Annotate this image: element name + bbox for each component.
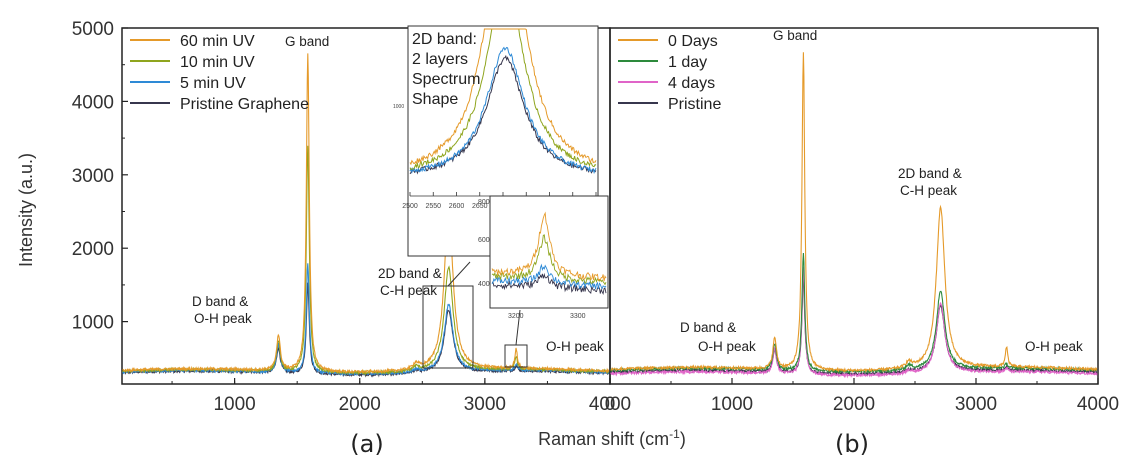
panel-b-x-ticks: 0 1000 2000 3000 4000 <box>605 378 1119 415</box>
panel-label-b: (b) <box>835 430 869 458</box>
panel-b-xtick-label: 1000 <box>711 394 753 415</box>
inset-oh-frame <box>489 195 609 309</box>
inset-2d-text-4: Shape <box>412 91 458 108</box>
panel-a-series-line <box>122 53 610 375</box>
inset-2d-text-1: 2D band: <box>412 31 477 48</box>
inset-oh-series-line <box>491 211 607 282</box>
panel-a-ytick-label: 5000 <box>72 19 114 40</box>
annotation-oh-right-a: O-H peak <box>546 339 604 354</box>
panel-a-y-ticks: 1000 2000 3000 4000 5000 <box>72 19 128 334</box>
panel-a-legend-label: 5 min UV <box>180 75 246 92</box>
panel-b-legend: 0 Days 1 day 4 days Pristine <box>618 33 721 113</box>
inset-oh-series-line <box>491 272 607 296</box>
x-axis-label: Raman shift (cm-1) <box>538 427 686 449</box>
panel-a-xtick-label: 4000 <box>589 394 631 415</box>
inset-2d-xtick-label: 2500 <box>402 203 418 210</box>
x-axis-label-main: Raman shift (cm <box>538 429 669 449</box>
inset-2d-ytick: 1000 <box>393 104 404 110</box>
inset-oh-peak: 800 600 400 3200 3300 <box>478 195 609 320</box>
inset-2d-text-3: Spectrum <box>412 71 480 88</box>
annotation-g-band-b: G band <box>773 28 817 43</box>
inset-2d-series-line <box>409 46 597 175</box>
inset-oh-ytick-400: 400 <box>478 281 490 288</box>
panel-label-a: (a) <box>350 430 383 458</box>
inset-2d-text-2: 2 layers <box>412 51 468 68</box>
inset-oh-series-line <box>491 234 607 286</box>
inset-2d-plot <box>409 28 597 175</box>
inset-2d-xtick-label: 2550 <box>425 203 441 210</box>
inset-2d-xtick-label: 2650 <box>472 203 488 210</box>
connector-2d <box>447 261 471 287</box>
panel-a-legend-label: 60 min UV <box>180 33 255 50</box>
panel-b-xtick-label: 4000 <box>1077 394 1119 415</box>
inset-2d-series-line <box>409 28 597 166</box>
panel-b-xtick-label: 0 <box>605 394 616 415</box>
annotation-g-band-a: G band <box>285 34 329 49</box>
annotation-oh-right-b: O-H peak <box>1025 339 1083 354</box>
annotation-d-band-b: D band & <box>680 320 736 335</box>
panel-b-legend-label: Pristine <box>668 96 721 113</box>
inset-2d-xtick-label: 2600 <box>449 203 465 210</box>
panel-a-ytick-label: 3000 <box>72 166 114 187</box>
inset-oh-series-line <box>491 263 607 290</box>
annotation-ch-a: C-H peak <box>380 283 437 298</box>
panel-a-ytick-label: 2000 <box>72 239 114 260</box>
panel-a-ytick-label: 4000 <box>72 92 114 113</box>
panel-a-xtick-label: 3000 <box>464 394 506 415</box>
panel-b-legend-label: 4 days <box>668 75 715 92</box>
panel-a-x-ticks: 1000 2000 3000 4000 <box>171 378 631 415</box>
panel-b-legend-label: 1 day <box>668 54 707 71</box>
panel-a-legend-label: Pristine Graphene <box>180 96 309 113</box>
inset-oh-xtick-3200: 3200 <box>508 313 524 320</box>
annotation-2d-band-a: 2D band & <box>378 266 442 281</box>
panel-b: 0 1000 2000 3000 4000 0 Days 1 day 4 days Prist… <box>605 27 1119 415</box>
inset-oh-ytick-800: 800 <box>478 199 490 206</box>
panel-b-series <box>610 52 1098 379</box>
annotation-d-band-a: D band & <box>192 294 248 309</box>
x-axis-label-sup: -1 <box>669 427 680 441</box>
x-axis-label-close: ) <box>680 429 686 449</box>
panel-b-xtick-label: 2000 <box>833 394 875 415</box>
panel-b-series-line <box>610 267 1098 379</box>
annotation-ch-b: C-H peak <box>900 183 957 198</box>
inset-oh-xtick-3300: 3300 <box>570 313 586 320</box>
connector-oh <box>515 309 521 346</box>
annotation-oh-b: O-H peak <box>698 339 756 354</box>
panel-b-xtick-label: 3000 <box>955 394 997 415</box>
panel-b-legend-label: 0 Days <box>668 33 718 50</box>
inset-oh-plot <box>491 211 607 296</box>
panel-a-xtick-label: 1000 <box>213 394 255 415</box>
panel-a-series <box>122 53 610 378</box>
panel-b-series-line <box>610 52 1098 373</box>
annotation-oh-a: O-H peak <box>194 311 252 326</box>
panel-a-legend: 60 min UV 10 min UV 5 min UV Pristine Graph… <box>130 33 309 113</box>
annotation-2d-band-b: 2D band & <box>898 166 962 181</box>
y-axis-label: Intensity (a.u.) <box>16 153 36 267</box>
panel-a-legend-label: 10 min UV <box>180 54 255 71</box>
panel-b-series-line <box>610 252 1098 375</box>
panel-a-ytick-label: 1000 <box>72 313 114 334</box>
panel-a-xtick-label: 2000 <box>339 394 381 415</box>
inset-oh-ytick-600: 600 <box>478 237 490 244</box>
